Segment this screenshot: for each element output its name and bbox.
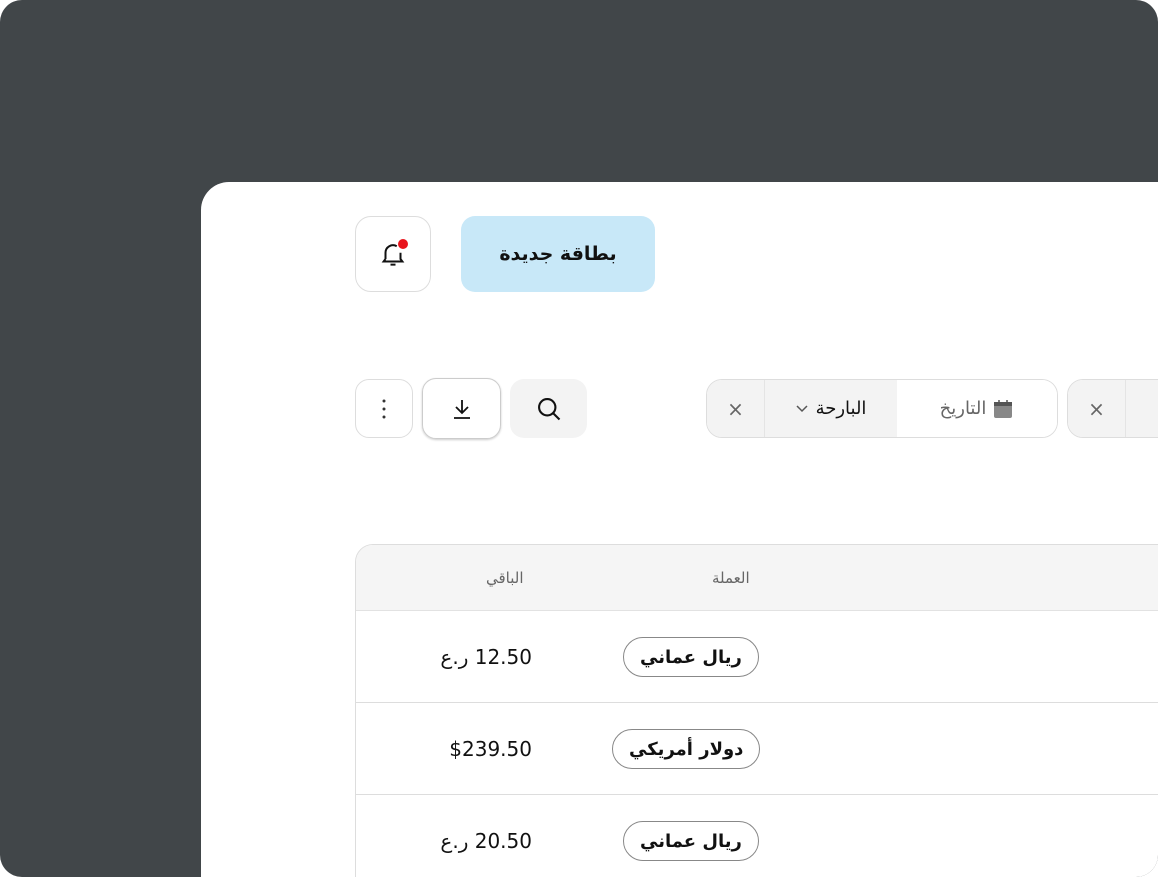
close-icon: × bbox=[727, 396, 744, 421]
download-icon bbox=[453, 399, 470, 419]
search-button[interactable] bbox=[510, 379, 587, 438]
filter-dropdown[interactable] bbox=[1126, 380, 1158, 437]
date-filter-label: التاريخ bbox=[939, 398, 987, 419]
clear-filter-button[interactable]: × bbox=[707, 380, 765, 437]
table-header: العملة الباقي bbox=[356, 545, 1158, 611]
close-icon: × bbox=[1088, 396, 1105, 421]
new-card-button[interactable]: بطاقة جديدة bbox=[461, 216, 655, 292]
balances-table: العملة الباقي ريال عماني 12.50 ر.ع دولار… bbox=[355, 544, 1158, 877]
table-row[interactable]: ريال عماني 12.50 ر.ع bbox=[356, 611, 1158, 703]
notifications-button[interactable] bbox=[355, 216, 431, 292]
bell-icon bbox=[381, 244, 405, 266]
date-filter-label-area: التاريخ bbox=[897, 380, 1057, 437]
table-row[interactable]: دولار أمريكي $239.50 bbox=[356, 703, 1158, 795]
date-filter-dropdown[interactable]: البارحة bbox=[765, 380, 897, 437]
column-header-balance[interactable]: الباقي bbox=[486, 569, 524, 587]
table-row[interactable]: ريال عماني 20.50 ر.ع bbox=[356, 795, 1158, 877]
more-options-button[interactable] bbox=[355, 379, 413, 438]
balance-value: $239.50 bbox=[449, 737, 532, 761]
calendar-icon bbox=[994, 399, 1013, 418]
filter-chip-2: × bbox=[1067, 379, 1158, 438]
currency-badge: دولار أمريكي bbox=[612, 729, 761, 769]
currency-badge: ريال عماني bbox=[623, 821, 759, 861]
date-filter-chip: × البارحة التاريخ bbox=[706, 379, 1058, 438]
currency-badge: ريال عماني bbox=[623, 637, 759, 677]
clear-filter-button[interactable]: × bbox=[1068, 380, 1126, 437]
balance-value: 12.50 ر.ع bbox=[440, 645, 532, 669]
download-button[interactable] bbox=[422, 378, 501, 439]
column-header-currency[interactable]: العملة bbox=[712, 569, 750, 587]
main-panel: بطاقة جديدة × البارحة التاريخ × العملة ا… bbox=[201, 182, 1158, 877]
balance-value: 20.50 ر.ع bbox=[440, 829, 532, 853]
date-filter-value: البارحة bbox=[815, 398, 867, 419]
more-vertical-icon bbox=[382, 399, 386, 418]
search-icon bbox=[537, 397, 560, 420]
notification-dot bbox=[398, 239, 408, 249]
chevron-down-icon bbox=[796, 404, 808, 412]
